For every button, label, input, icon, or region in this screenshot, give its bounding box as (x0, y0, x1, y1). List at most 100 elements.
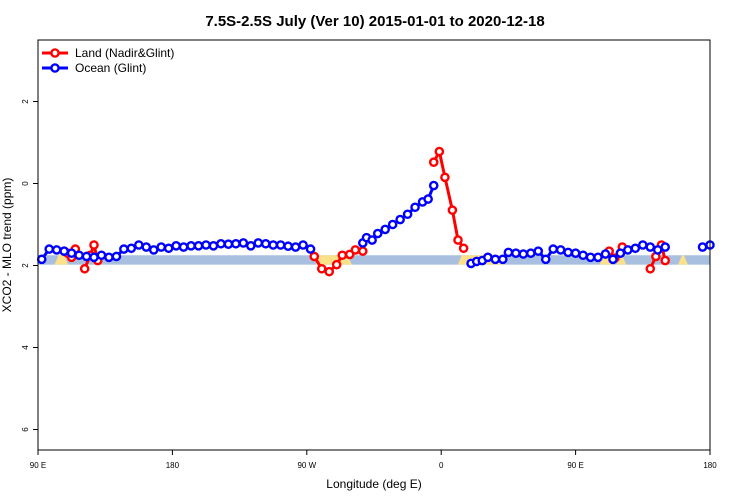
data-point (133, 240, 144, 250)
data-point (283, 241, 293, 252)
data-point (380, 224, 391, 235)
data-point (453, 235, 463, 245)
legend-item: Ocean (Glint) (42, 61, 146, 75)
data-point (402, 209, 413, 220)
data-point (208, 241, 219, 251)
data-point (372, 228, 383, 239)
data-point (331, 259, 342, 270)
data-point (36, 254, 47, 265)
data-point (79, 263, 90, 274)
y-tick-label: 0 (21, 181, 30, 186)
data-point (148, 245, 159, 255)
data-point (483, 252, 493, 263)
x-tick-label: 90 W (297, 461, 316, 470)
data-point (201, 240, 211, 250)
legend-swatch-marker (50, 48, 60, 58)
data-point (186, 241, 196, 251)
data-point (497, 254, 508, 265)
data-point (231, 238, 241, 249)
data-point (156, 242, 166, 252)
data-point (268, 240, 279, 250)
x-axis: 90 E 180 90 W 0 90 E 180 (30, 450, 717, 470)
land-band-segment (678, 255, 688, 265)
data-point (74, 250, 84, 261)
data-point (141, 242, 152, 252)
data-point (275, 240, 286, 250)
data-point (518, 249, 529, 259)
data-point (555, 245, 566, 255)
y-tick-label: 4 (21, 345, 30, 350)
data-point (126, 243, 137, 254)
data-point (89, 252, 99, 263)
y-axis-label: XCO2 - MLO trend (ppm) (0, 178, 14, 313)
data-point (171, 241, 181, 251)
legend-label: Land (Nadir&Glint) (75, 46, 174, 60)
data-point (253, 238, 264, 248)
plot-frame (37, 39, 711, 451)
data-point (104, 252, 114, 263)
data-point (51, 245, 62, 255)
ocean-band (38, 255, 710, 265)
data-point (578, 250, 588, 261)
data-point (357, 246, 368, 256)
data-point (570, 248, 581, 258)
y-axis: 2 0 2 4 6 (21, 99, 38, 432)
data-point (608, 254, 618, 265)
land-band-segment (616, 255, 627, 265)
data-point (193, 241, 204, 251)
x-axis-label: Longitude (deg E) (326, 477, 421, 491)
data-point (503, 247, 514, 258)
x-tick-label: 180 (703, 461, 717, 470)
data-point (111, 251, 122, 262)
x-tick-label: 180 (166, 461, 180, 470)
data-point (238, 238, 249, 248)
data-point (638, 240, 648, 250)
data-point (298, 240, 308, 250)
y-tick-label: 2 (21, 99, 30, 104)
data-point (309, 251, 320, 262)
data-point (423, 194, 433, 204)
data-point (89, 240, 99, 250)
data-point (434, 146, 445, 157)
data-point (652, 245, 663, 255)
data-point (533, 246, 544, 256)
data-point (316, 263, 327, 274)
x-tick-label: 90 E (30, 461, 46, 470)
land-band-segment (54, 255, 69, 265)
data-point (630, 243, 641, 254)
data-point (223, 239, 234, 249)
data-point (563, 247, 573, 258)
data-point (44, 244, 55, 254)
data-point (163, 243, 174, 254)
x-tick-label: 0 (439, 461, 444, 470)
legend-swatch-marker (50, 63, 60, 73)
series-line (83, 239, 100, 270)
data-point (367, 235, 377, 245)
data-point (395, 214, 405, 225)
data-point (660, 242, 671, 252)
data-point (59, 246, 69, 256)
data-point (387, 219, 398, 230)
data-point (428, 180, 439, 191)
data-point (447, 205, 458, 215)
data-point (337, 250, 348, 261)
data-point (410, 202, 420, 213)
data-point (548, 244, 559, 254)
data-point (697, 242, 708, 252)
ocean-series (36, 180, 715, 269)
data-point (260, 238, 271, 249)
x-tick-label: 90 E (567, 461, 583, 470)
data-point (290, 242, 301, 252)
data-point (540, 254, 551, 265)
data-point (305, 244, 316, 254)
data-point (660, 255, 671, 266)
data-point (593, 252, 603, 263)
data-point (119, 244, 129, 254)
data-point (458, 243, 469, 254)
data-point (600, 249, 611, 259)
data-point (324, 266, 335, 277)
chart-title: 7.5S-2.5S July (Ver 10) 2015-01-01 to 20… (205, 13, 544, 30)
data-point (245, 241, 256, 251)
data-point (350, 245, 361, 255)
